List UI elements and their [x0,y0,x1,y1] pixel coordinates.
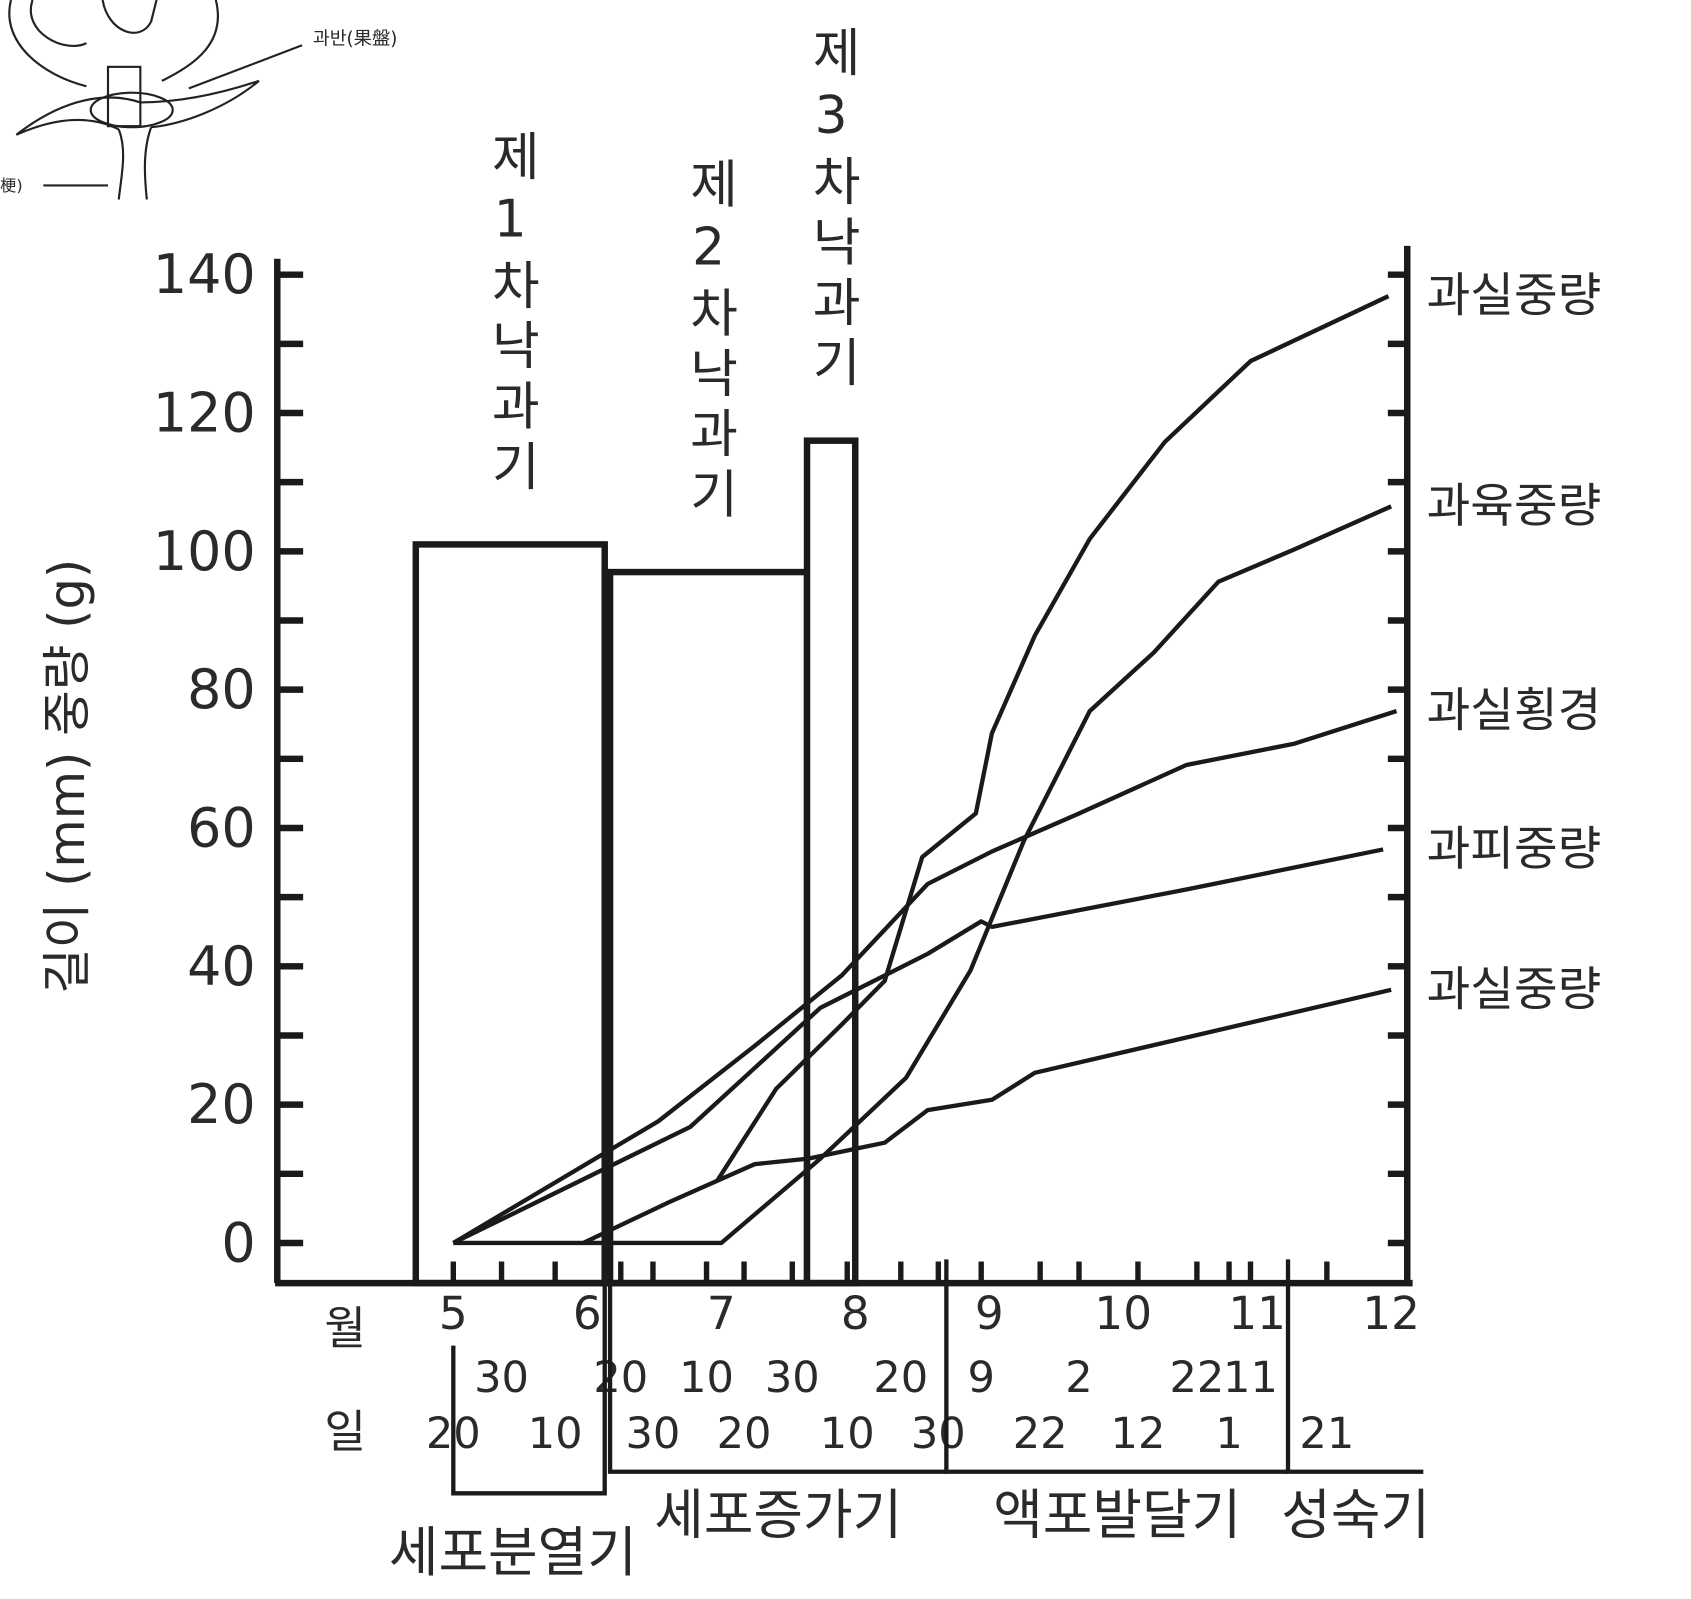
x-tick-label: 12 [1362,1287,1420,1340]
day-tick-label: 30 [474,1353,529,1403]
day-tick-label: 30 [765,1353,820,1403]
x-day-label: 일 [324,1405,366,1458]
drop-period-label: 제2차낙과기 [679,157,739,528]
x-tick-label: 10 [1094,1287,1152,1340]
day-tick-label: 9 [967,1353,994,1403]
x-tick-label: 9 [975,1287,1004,1340]
x-tick-label: 8 [841,1287,870,1340]
day-tick-label: 10 [820,1409,875,1459]
y-tick-label: 60 [187,796,256,859]
page: Fruit growth chart {"chart_data": { "typ… [0,0,1691,1599]
y-tick-label: 140 [153,243,256,306]
day-tick-label: 22 [1169,1353,1224,1403]
x-tick-label: 7 [707,1287,736,1340]
x-tick-label: 6 [573,1287,602,1340]
series-label: 과실중량 [1427,962,1602,1017]
figure-label: 梗) [0,176,22,195]
series-label: 과실횡경 [1427,684,1602,739]
phase-label: 성숙기 [1281,1483,1430,1546]
series-label: 과피중량 [1427,822,1602,877]
x-month-label: 월 [324,1302,366,1355]
y-tick-label: 80 [187,658,256,721]
y-axis-title: 길이 (mm) 중량 (g) [38,559,96,994]
drop-period-label: 제1차낙과기 [480,129,540,500]
day-tick-label: 12 [1111,1409,1166,1459]
day-tick-label: 10 [528,1409,583,1459]
fruit-diagram [9,0,302,199]
drop-period-label: 제3차낙과기 [801,26,861,397]
y-tick-label: 100 [153,520,256,583]
day-tick-label: 1 [1215,1409,1242,1459]
day-tick-label: 30 [911,1409,966,1459]
day-tick-label: 30 [626,1409,681,1459]
day-tick-label: 10 [679,1353,734,1403]
y-tick-label: 20 [187,1073,256,1136]
phase-label: 세포증가기 [654,1483,902,1546]
figure-label: 과반(果盤) [313,28,398,49]
page-body: 과반(果盤) 梗) 길이 (mm) 중량 (g) 월 일 제1차낙과기 제2차낙과… [0,0,1691,1599]
drop-period-box [610,572,807,1283]
day-tick-label: 21 [1299,1409,1354,1459]
x-tick-label: 5 [439,1287,468,1340]
y-tick-label: 0 [221,1211,255,1274]
y-tick-label: 120 [153,382,256,445]
chart: 과반(果盤) 梗) 길이 (mm) 중량 (g) 월 일 제1차낙과기 제2차낙과… [0,0,1691,1599]
day-tick-label: 2 [1065,1353,1092,1403]
day-tick-label: 20 [593,1353,648,1403]
day-tick-label: 11 [1223,1353,1278,1403]
phase-label: 액포발달기 [993,1483,1241,1546]
series-label: 과육중량 [1427,479,1602,534]
day-tick-label: 22 [1013,1409,1068,1459]
x-tick-label: 11 [1228,1287,1286,1340]
series-label: 과실중량 [1427,269,1602,324]
y-tick-label: 40 [187,935,256,998]
phase-label: 세포분열기 [389,1521,637,1584]
day-tick-label: 20 [717,1409,772,1459]
day-tick-label: 20 [873,1353,928,1403]
